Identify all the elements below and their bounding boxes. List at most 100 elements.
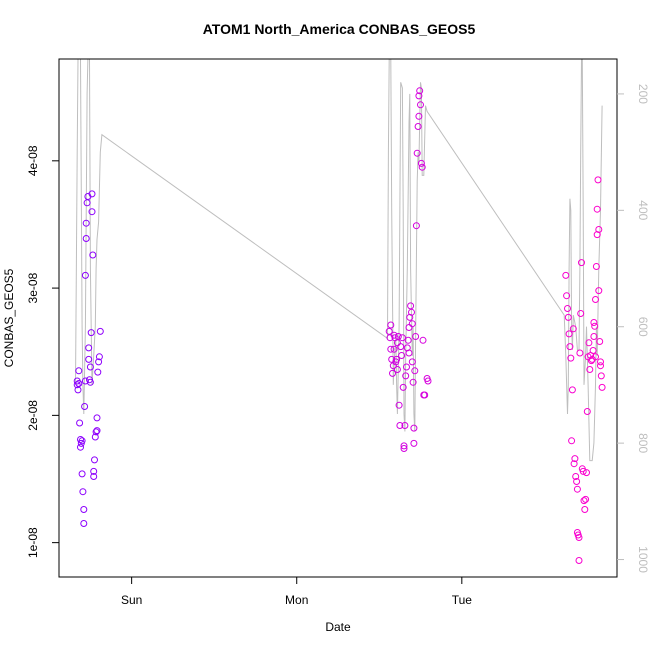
data-point — [575, 534, 583, 541]
data-point — [415, 92, 423, 100]
data-point — [394, 333, 402, 340]
pressure-line-layer — [75, 59, 603, 462]
data-point — [91, 456, 98, 464]
data-point — [565, 330, 573, 338]
y2-tick-label: 1000 — [636, 546, 650, 573]
data-point — [402, 372, 410, 380]
data-point — [591, 322, 599, 330]
data-point — [578, 259, 585, 267]
data-point — [568, 437, 576, 445]
data-point — [80, 506, 88, 513]
data-point — [412, 222, 420, 230]
data-point — [89, 251, 97, 259]
data-point — [568, 386, 576, 394]
data-point — [564, 305, 571, 312]
data-point — [581, 506, 589, 513]
data-point — [401, 422, 409, 429]
data-point — [85, 344, 93, 352]
data-point — [586, 366, 594, 373]
y-axis-left: 1e-08 2e-08 3e-08 4e-08 — [26, 145, 59, 558]
data-point — [400, 442, 408, 450]
data-point — [575, 557, 583, 564]
data-point — [570, 460, 578, 468]
data-point — [592, 296, 599, 303]
data-point — [80, 520, 88, 527]
data-point — [572, 473, 580, 480]
y-axis-right: 200 400 600 800 1000 — [617, 84, 650, 573]
data-point — [75, 367, 83, 375]
plot-frame — [58, 58, 618, 578]
y-tick-label: 4e-08 — [26, 145, 40, 176]
data-point — [393, 366, 401, 373]
y-axis-label: CONBAS_GEOS5 — [2, 268, 16, 367]
chart-title: ATOM1 North_America CONBAS_GEOS5 — [203, 21, 476, 37]
data-point — [92, 428, 100, 436]
x-tick-label: Mon — [285, 593, 308, 607]
data-point — [571, 455, 579, 463]
data-point — [398, 352, 406, 359]
data-point — [408, 358, 416, 366]
data-point — [595, 226, 603, 233]
data-point — [77, 436, 84, 443]
data-point — [579, 467, 587, 475]
data-point — [594, 176, 602, 184]
data-point — [395, 401, 403, 409]
data-point — [90, 467, 98, 475]
data-point — [403, 363, 410, 371]
data-point — [82, 219, 90, 227]
y2-tick-label: 400 — [636, 200, 650, 220]
data-point — [409, 378, 417, 386]
x-tick-label: Sun — [121, 593, 142, 607]
data-point — [85, 355, 93, 363]
data-point — [585, 339, 593, 347]
data-point — [408, 320, 416, 328]
data-point — [596, 338, 604, 345]
data-point — [562, 271, 570, 279]
data-point — [405, 349, 413, 357]
data-point — [408, 308, 415, 316]
data-point — [93, 427, 101, 435]
y-tick-label: 3e-08 — [26, 272, 40, 303]
data-point — [412, 333, 420, 340]
data-point — [390, 345, 398, 353]
data-point — [419, 336, 427, 344]
data-point — [418, 163, 426, 171]
data-point — [410, 424, 418, 432]
data-point — [424, 377, 432, 385]
data-point — [398, 334, 406, 342]
data-point — [573, 485, 581, 493]
data-point — [590, 319, 598, 326]
data-point — [564, 313, 572, 321]
data-point — [81, 377, 89, 385]
data-point — [86, 378, 94, 386]
data-point — [77, 443, 84, 451]
y-tick-label: 2e-08 — [26, 400, 40, 431]
data-point — [78, 470, 86, 478]
data-point — [597, 358, 604, 366]
data-point — [88, 190, 96, 198]
data-point — [573, 478, 581, 485]
y2-tick-label: 200 — [636, 84, 650, 104]
x-tick-label: Tue — [452, 593, 473, 607]
data-point — [589, 347, 597, 354]
data-point — [83, 199, 91, 207]
data-point — [389, 369, 396, 377]
x-axis-label: Date — [325, 620, 351, 634]
data-point — [597, 372, 605, 380]
data-point — [387, 345, 395, 353]
x-axis: Sun Mon Tue — [121, 577, 472, 607]
data-point — [566, 343, 574, 351]
data-point — [597, 362, 604, 370]
data-points-layer — [73, 87, 606, 564]
data-point — [82, 235, 90, 242]
data-point — [590, 333, 598, 340]
data-point — [405, 324, 413, 331]
pressure-line — [75, 59, 603, 462]
y-tick-label: 1e-08 — [26, 527, 40, 558]
data-point — [417, 101, 424, 109]
data-point — [407, 302, 415, 310]
data-point — [598, 383, 606, 391]
data-point — [73, 381, 81, 389]
data-point — [76, 419, 84, 427]
data-point — [95, 353, 103, 361]
